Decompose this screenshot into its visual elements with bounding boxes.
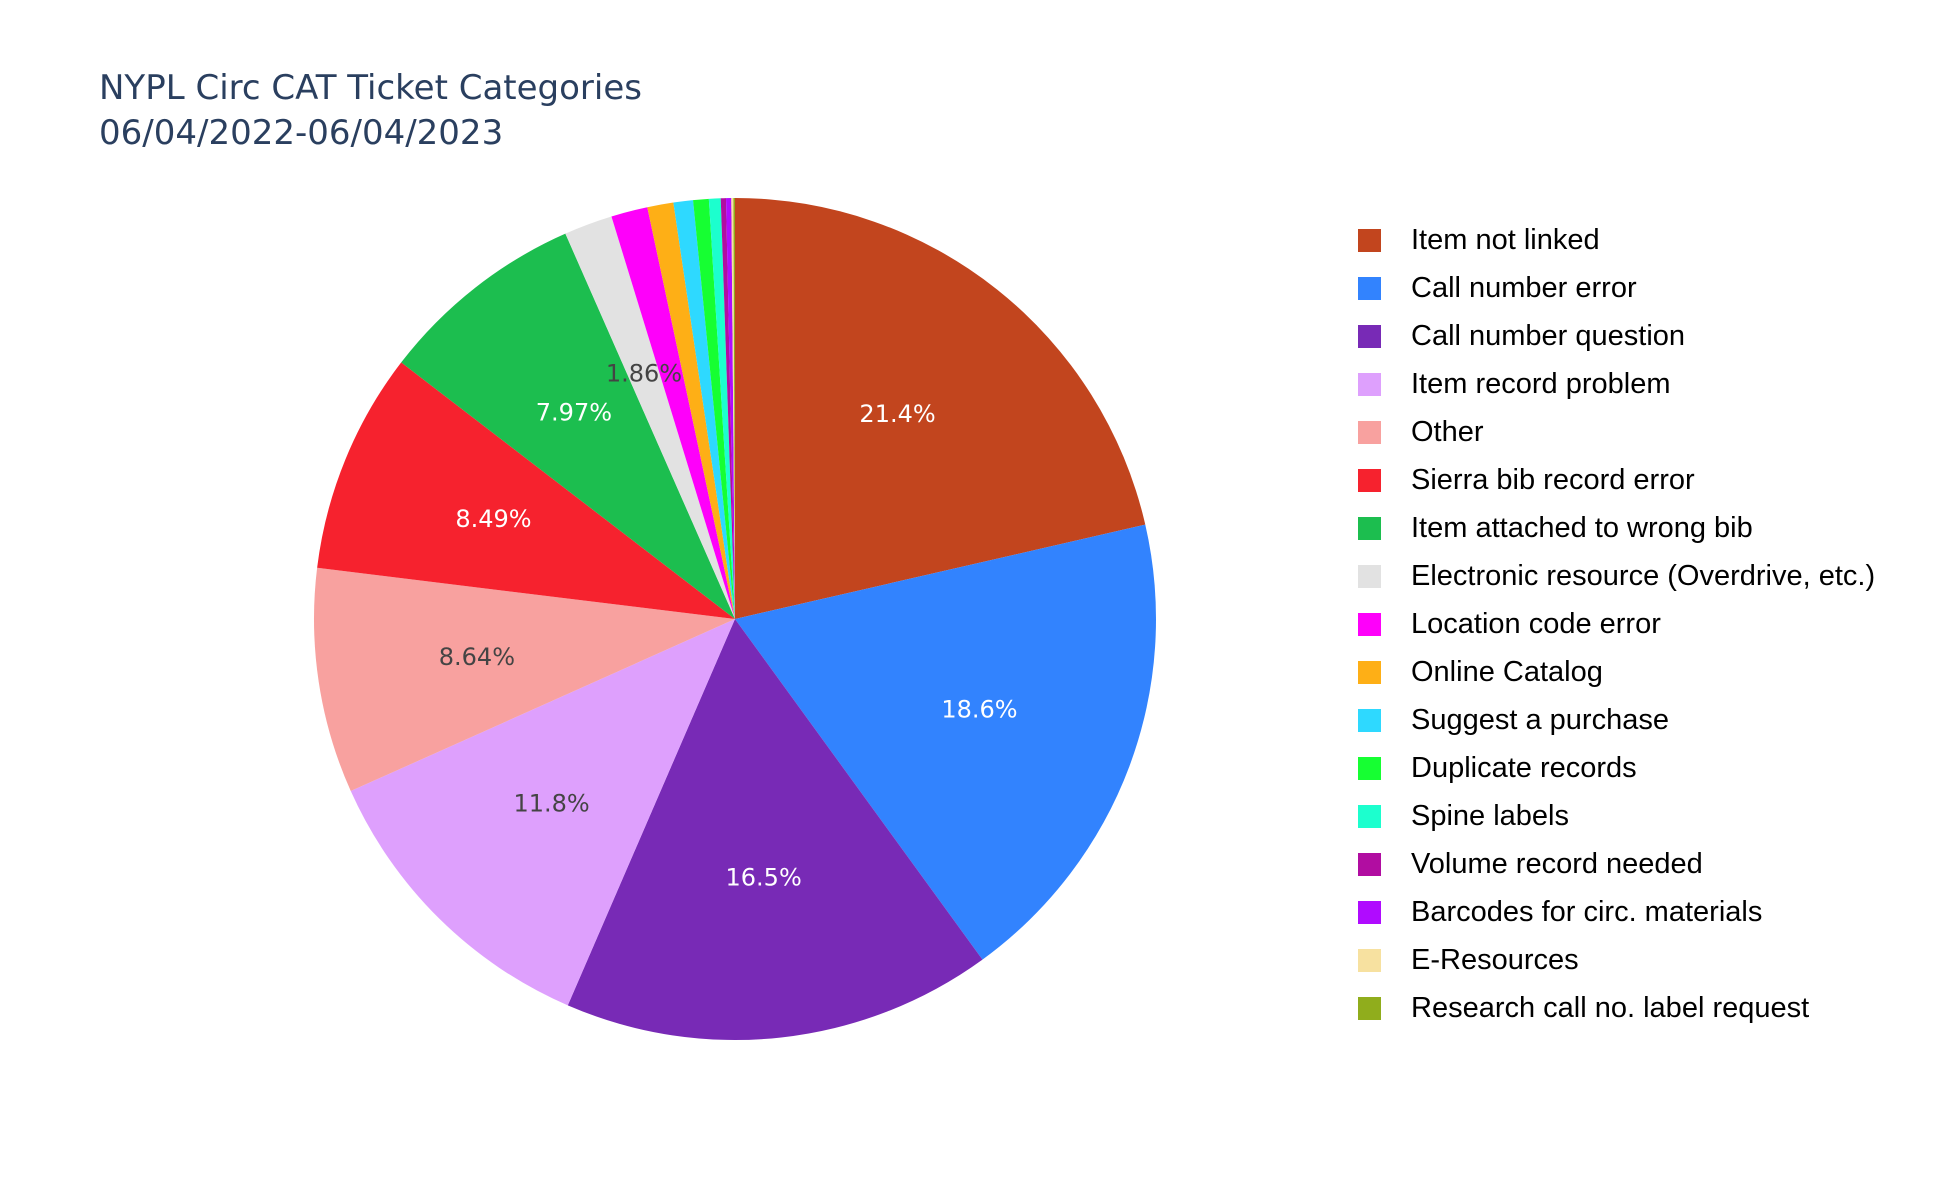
legend-swatch [1358,324,1381,348]
slice-label-call-number-error: 18.6% [941,695,1017,723]
slice-label-sierra-bib-record-error: 8.49% [455,505,531,533]
pie-slice-spine-labels[interactable] [708,198,735,619]
legend-label: Call number question [1411,319,1686,352]
slice-label-item-not-linked: 21.4% [859,400,935,428]
legend-swatch [1358,804,1381,828]
legend-item-item-record-problem[interactable]: Item record problem [1358,360,1875,408]
legend-label: Volume record needed [1411,847,1703,880]
legend-item-barcodes-for-circ-materials[interactable]: Barcodes for circ. materials [1358,888,1875,936]
legend-label: Duplicate records [1411,751,1637,784]
legend-item-electronic-resource-overdrive-etc[interactable]: Electronic resource (Overdrive, etc.) [1358,552,1875,600]
legend-swatch [1358,372,1381,396]
legend-item-item-attached-to-wrong-bib[interactable]: Item attached to wrong bib [1358,504,1875,552]
slice-label-call-number-question: 16.5% [726,863,802,891]
legend-label: Call number error [1411,271,1637,304]
slice-label-electronic-resource-overdrive-etc: 1.86% [606,359,682,387]
legend-label: Spine labels [1411,799,1569,832]
legend-label: E-Resources [1411,943,1579,976]
legend-swatch [1358,564,1381,588]
pie-slice-electronic-resource-overdrive-etc[interactable] [565,216,735,619]
pie-slice-e-resources[interactable] [731,198,735,619]
legend-swatch [1358,516,1381,540]
legend-item-volume-record-needed[interactable]: Volume record needed [1358,840,1875,888]
chart-subtitle-line: 06/04/2022-06/04/2023 [99,113,504,153]
pie-slice-barcodes-for-circ-materials[interactable] [726,198,735,619]
pie-slice-volume-record-needed[interactable] [720,198,735,619]
legend-label: Item attached to wrong bib [1411,511,1753,544]
pie-slice-online-catalog[interactable] [647,202,735,619]
legend-swatch [1358,996,1381,1020]
legend-swatch [1358,948,1381,972]
chart-title: NYPL Circ CAT Ticket Categories 06/04/20… [99,66,642,156]
legend-item-item-not-linked[interactable]: Item not linked [1358,216,1875,264]
legend-swatch [1358,756,1381,780]
slice-label-other: 8.64% [439,643,515,671]
pie-labels: 21.4% 18.6% 16.5% 11.8% 8.64% 8.49% 7.97% 1.86% [439,359,1018,891]
pie-slices [313,198,1156,1040]
pie-slice-item-attached-to-wrong-bib[interactable] [401,233,735,619]
pie-slice-item-record-problem[interactable] [350,619,735,1006]
legend-swatch [1358,420,1381,444]
chart-title-line: NYPL Circ CAT Ticket Categories [99,68,642,108]
pie-slice-research-call-no-label-request[interactable] [733,198,735,619]
slice-label-item-record-problem: 11.8% [513,790,589,818]
legend-swatch [1358,468,1381,492]
legend-item-location-code-error[interactable]: Location code error [1358,600,1875,648]
legend-label: Online Catalog [1411,655,1603,688]
legend-item-sierra-bib-record-error[interactable]: Sierra bib record error [1358,456,1875,504]
legend: Item not linked Call number error Call num… [1358,216,1875,1032]
pie-slice-sierra-bib-record-error[interactable] [317,362,735,619]
pie-slice-call-number-question[interactable] [567,619,983,1040]
legend-item-research-call-no-label-request[interactable]: Research call no. label request [1358,984,1875,1032]
pie-slice-location-code-error[interactable] [611,207,735,619]
legend-item-online-catalog[interactable]: Online Catalog [1358,648,1875,696]
legend-label: Item record problem [1411,367,1671,400]
legend-label: Location code error [1411,607,1661,640]
legend-item-other[interactable]: Other [1358,408,1875,456]
legend-label: Suggest a purchase [1411,703,1669,736]
legend-swatch [1358,900,1381,924]
pie-slice-suggest-a-purchase[interactable] [673,200,735,619]
legend-item-suggest-a-purchase[interactable]: Suggest a purchase [1358,696,1875,744]
legend-item-call-number-question[interactable]: Call number question [1358,312,1875,360]
legend-swatch [1358,612,1381,636]
legend-swatch [1358,660,1381,684]
legend-swatch [1358,276,1381,300]
legend-label: Electronic resource (Overdrive, etc.) [1411,559,1876,592]
legend-swatch [1358,228,1381,252]
legend-item-call-number-error[interactable]: Call number error [1358,264,1875,312]
legend-item-e-resources[interactable]: E-Resources [1358,936,1875,984]
legend-label: Other [1411,415,1484,448]
pie-slice-item-not-linked[interactable] [735,198,1146,619]
legend-swatch [1358,708,1381,732]
legend-swatch [1358,852,1381,876]
legend-label: Item not linked [1411,223,1600,256]
legend-label: Research call no. label request [1411,991,1810,1024]
slice-label-item-attached-to-wrong-bib: 7.97% [536,399,612,427]
pie-slice-call-number-error[interactable] [735,524,1156,960]
pie-slice-other[interactable] [313,567,735,792]
pie-slice-duplicate-records[interactable] [693,198,735,620]
legend-label: Sierra bib record error [1411,463,1695,496]
legend-item-duplicate-records[interactable]: Duplicate records [1358,744,1875,792]
legend-label: Barcodes for circ. materials [1411,895,1763,928]
legend-item-spine-labels[interactable]: Spine labels [1358,792,1875,840]
